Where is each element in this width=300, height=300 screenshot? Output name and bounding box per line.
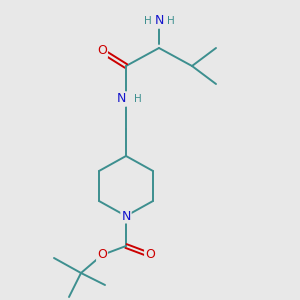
Text: H: H [134, 94, 141, 104]
Text: N: N [121, 209, 131, 223]
Text: H: H [167, 16, 174, 26]
Text: N: N [117, 92, 126, 106]
Text: N: N [154, 14, 164, 28]
Text: O: O [97, 44, 107, 58]
Text: O: O [97, 248, 107, 262]
Text: O: O [145, 248, 155, 262]
Text: H: H [144, 16, 152, 26]
